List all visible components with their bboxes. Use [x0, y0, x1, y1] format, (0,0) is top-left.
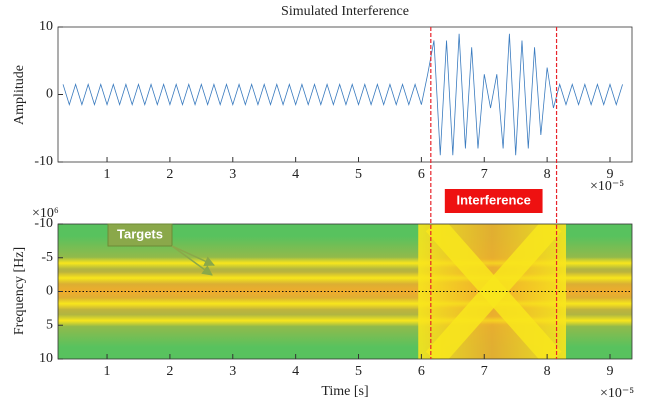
- chirp: [425, 224, 562, 359]
- x-tick-label: 5: [355, 167, 362, 182]
- x-tick-label: 9: [606, 364, 613, 379]
- x-tick-label: 1: [104, 167, 111, 182]
- x-tick-label: 9: [606, 167, 613, 182]
- spectrogram: [58, 224, 632, 359]
- y-tick-label: -5: [41, 250, 53, 265]
- x-tick-label: 6: [418, 167, 425, 182]
- x-tick-label: 7: [481, 364, 488, 379]
- annotation-arrow: [171, 245, 215, 267]
- y-tick-label: 10: [39, 351, 53, 366]
- y-tick-label: 0: [46, 284, 53, 299]
- y-tick-label: -10: [34, 216, 53, 231]
- target-band: [418, 259, 566, 268]
- y-tick-label: 0: [46, 87, 53, 102]
- y-tick-label: 5: [46, 317, 53, 332]
- annotation-box: [107, 223, 173, 247]
- x-tick-label: 8: [544, 364, 551, 379]
- x-tick-label: 2: [166, 167, 173, 182]
- x-tick-label: 7: [481, 167, 488, 182]
- x-multiplier: ×10⁻⁵: [600, 386, 634, 401]
- x-axis-label: Time [s]: [321, 384, 368, 399]
- chart-title: Simulated Interference: [281, 4, 409, 19]
- x-tick-label: 4: [292, 167, 299, 182]
- target-band: [418, 316, 566, 325]
- annotation-label: Interference: [456, 192, 530, 207]
- annotation-label: Targets: [117, 226, 163, 241]
- x-tick-label: 6: [418, 364, 425, 379]
- y-tick-label: -10: [34, 154, 53, 169]
- x-multiplier: ×10⁻⁵: [590, 179, 624, 194]
- annotation-arrow: [171, 245, 213, 276]
- y-axis-label: Amplitude: [12, 65, 27, 125]
- x-tick-label: 3: [229, 364, 236, 379]
- axes-box: [57, 26, 633, 163]
- x-tick-label: 2: [166, 364, 173, 379]
- x-tick-label: 3: [229, 167, 236, 182]
- y-axis-label: Frequency [Hz]: [12, 247, 27, 335]
- y-multiplier: ×10⁶: [32, 206, 59, 221]
- x-tick-label: 1: [104, 364, 111, 379]
- x-tick-label: 4: [292, 364, 299, 379]
- x-tick-label: 8: [544, 167, 551, 182]
- y-tick-label: 10: [39, 19, 53, 34]
- annotation-box: [444, 189, 543, 213]
- plot-area: [62, 33, 623, 156]
- x-tick-label: 5: [355, 364, 362, 379]
- signal-line: [62, 33, 623, 156]
